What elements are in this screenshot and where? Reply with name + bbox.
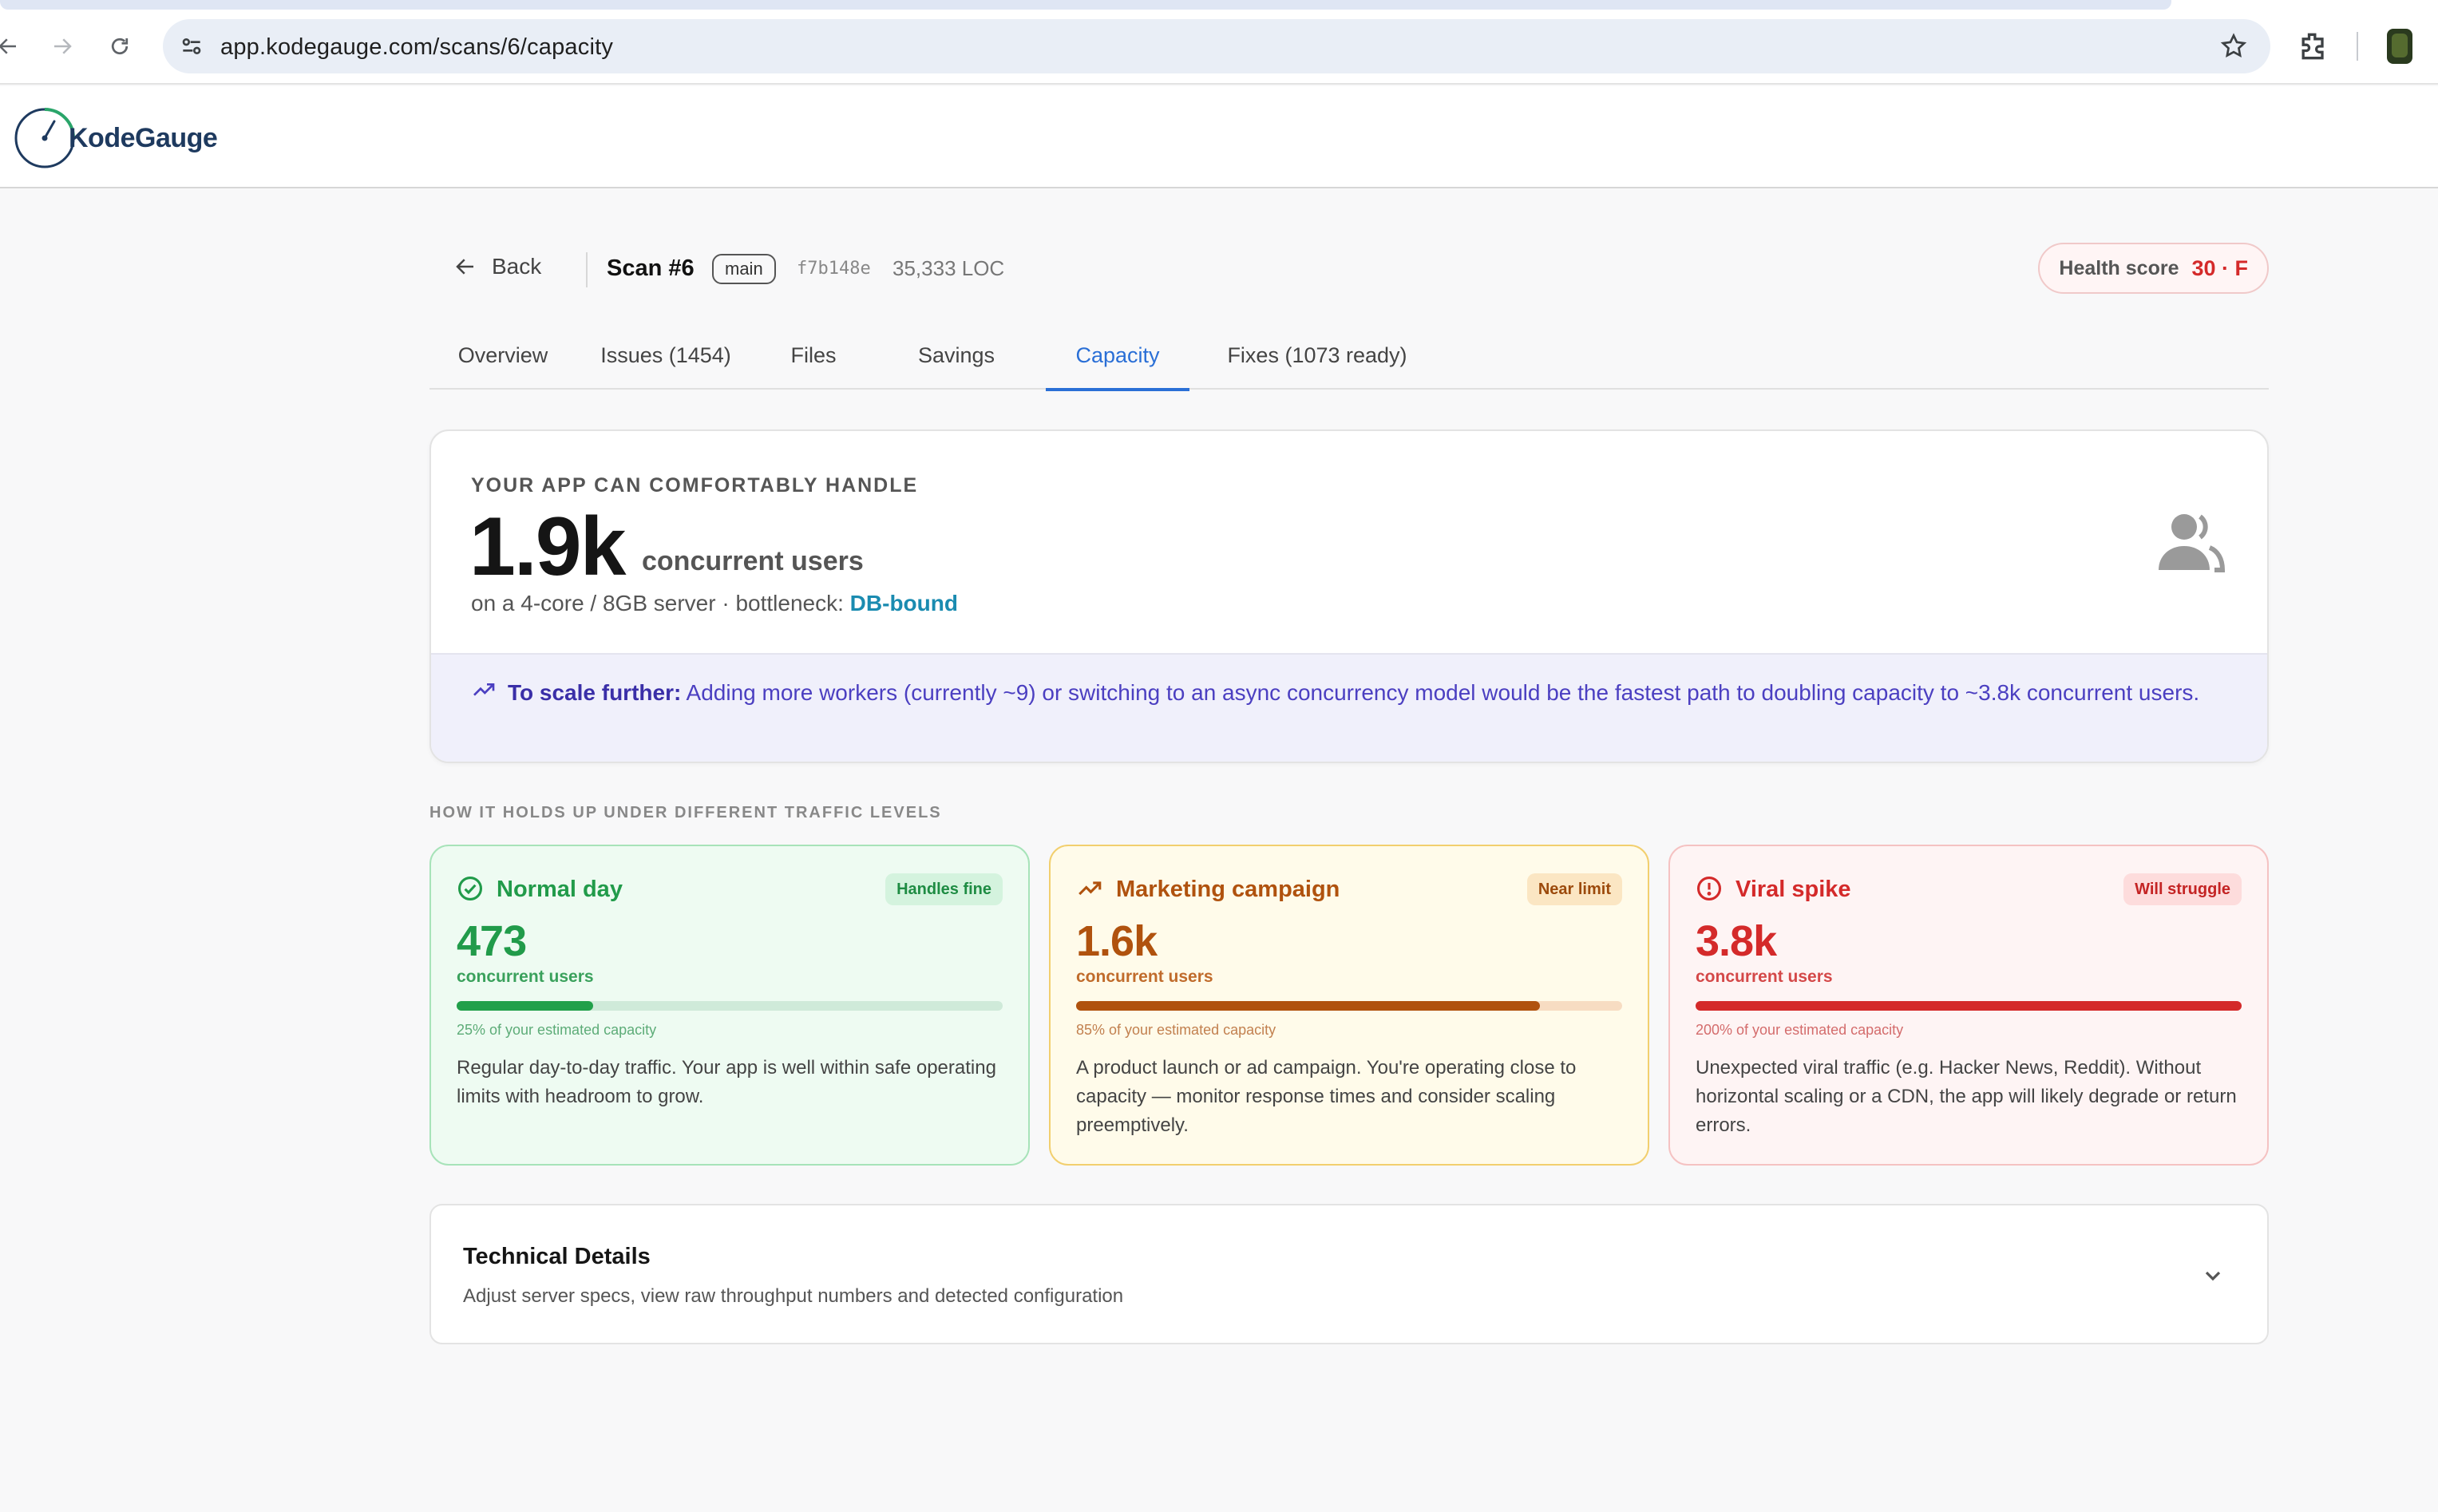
section-heading: HOW IT HOLDS UP UNDER DIFFERENT TRAFFIC … (429, 804, 942, 821)
back-button[interactable]: Back (453, 254, 541, 279)
scenario-unit: concurrent users (1076, 968, 1213, 986)
scenario-value: 473 (457, 917, 527, 965)
status-badge: Near limit (1526, 873, 1622, 905)
trending-up-icon (1078, 881, 1102, 896)
profile-avatar[interactable] (2387, 29, 2412, 64)
scenario-title: Viral spike (1735, 877, 1851, 902)
toolbar-divider (2357, 32, 2358, 61)
tab-capacity[interactable]: Capacity (1046, 343, 1189, 391)
lines-of-code: 35,333 LOC (892, 256, 1005, 280)
technical-details-subtitle: Adjust server specs, view raw throughput… (463, 1285, 1124, 1307)
capacity-unit: concurrent users (642, 546, 864, 576)
divider (586, 252, 588, 287)
scenario-description: Unexpected viral traffic (e.g. Hacker Ne… (1696, 1057, 2237, 1136)
tab-fixes[interactable]: Fixes (1073 ready) (1227, 343, 1407, 367)
scenario-card-marketing: Marketing campaign Near limit 1.6k concu… (1049, 845, 1649, 1166)
scenario-description: Regular day-to-day traffic. Your app is … (457, 1057, 996, 1107)
capacity-server-info: on a 4-core / 8GB server · bottleneck: D… (471, 591, 958, 615)
status-badge: Will struggle (2123, 873, 2242, 905)
forward-arrow-icon[interactable] (43, 27, 81, 65)
scenario-title: Marketing campaign (1116, 877, 1340, 902)
tab-savings[interactable]: Savings (917, 343, 995, 367)
scale-recommendation: To scale further: Adding more workers (c… (431, 653, 2267, 762)
reload-icon[interactable] (101, 27, 139, 65)
health-score-value: 30 · F (2191, 255, 2248, 280)
tab-overview[interactable]: Overview (457, 343, 548, 367)
scan-tabs: Overview Issues (1454) Files Savings Cap… (429, 332, 2269, 391)
bottleneck-label: DB-bound (849, 591, 958, 615)
chevron-down-icon (2205, 1271, 2221, 1281)
scenario-value: 1.6k (1076, 917, 1158, 965)
technical-details-title: Technical Details (463, 1244, 651, 1269)
arrow-left-icon (456, 259, 473, 275)
users-icon (2159, 514, 2226, 572)
browser-toolbar: app.kodegauge.com/scans/6/capacity (0, 0, 2438, 85)
scan-header: Back Scan #6 main f7b148e 35,333 LOC Hea… (429, 243, 2269, 294)
scenario-title: Normal day (497, 877, 623, 902)
capacity-eyebrow: YOUR APP CAN COMFORTABLY HANDLE (471, 474, 919, 497)
bookmark-star-icon[interactable] (2219, 32, 2248, 61)
url-text[interactable]: app.kodegauge.com/scans/6/capacity (220, 34, 614, 60)
scenario-unit: concurrent users (1696, 968, 1833, 986)
technical-details-toggle[interactable]: Technical Details Adjust server specs, v… (429, 1204, 2269, 1344)
trending-up-icon (473, 683, 495, 696)
capacity-bar-fill (1696, 1001, 2242, 1011)
browser-tab-strip (0, 0, 2171, 10)
health-score-badge: Health score 30 · F (2038, 243, 2269, 294)
check-circle-icon (457, 876, 483, 901)
capacity-bar-fill (457, 1001, 593, 1011)
scenario-description: A product launch or ad campaign. You're … (1076, 1057, 1577, 1136)
capacity-bar (457, 1001, 1003, 1011)
back-label: Back (492, 254, 542, 279)
address-bar[interactable]: app.kodegauge.com/scans/6/capacity (163, 19, 2270, 73)
alert-circle-icon (1696, 876, 1722, 901)
capacity-bar-fill (1076, 1001, 1541, 1011)
health-score-label: Health score (2059, 256, 2179, 279)
capacity-percent: 85% of your estimated capacity (1076, 1022, 1276, 1038)
commit-hash: f7b148e (797, 259, 871, 279)
extensions-icon[interactable] (2296, 29, 2331, 64)
capacity-value: 1.9k (469, 501, 626, 593)
tab-issues[interactable]: Issues (1454) (600, 343, 731, 367)
app-header: KodeGauge (0, 86, 2438, 188)
status-badge: Handles fine (885, 873, 1003, 905)
capacity-bar (1696, 1001, 2242, 1011)
branch-badge: main (712, 254, 776, 284)
scenario-card-normal: Normal day Handles fine 473 concurrent u… (429, 845, 1030, 1166)
scenario-value: 3.8k (1696, 917, 1777, 965)
capacity-summary-card: YOUR APP CAN COMFORTABLY HANDLE 1.9k con… (429, 429, 2269, 763)
gauge-logo-icon (14, 108, 75, 168)
logo[interactable]: KodeGauge (10, 104, 218, 172)
scan-title: Scan #6 (607, 255, 695, 281)
scenario-unit: concurrent users (457, 968, 594, 986)
scenario-card-viral: Viral spike Will struggle 3.8k concurren… (1668, 845, 2269, 1166)
logo-text: KodeGauge (69, 122, 218, 153)
active-tab-indicator (1046, 388, 1189, 391)
capacity-percent: 25% of your estimated capacity (457, 1022, 657, 1038)
scale-text: To scale further: Adding more workers (c… (508, 680, 2200, 705)
back-arrow-icon[interactable] (0, 27, 27, 65)
site-settings-icon[interactable] (179, 34, 204, 59)
tab-files[interactable]: Files (790, 343, 837, 367)
capacity-percent: 200% of your estimated capacity (1696, 1022, 1904, 1038)
capacity-bar (1076, 1001, 1622, 1011)
